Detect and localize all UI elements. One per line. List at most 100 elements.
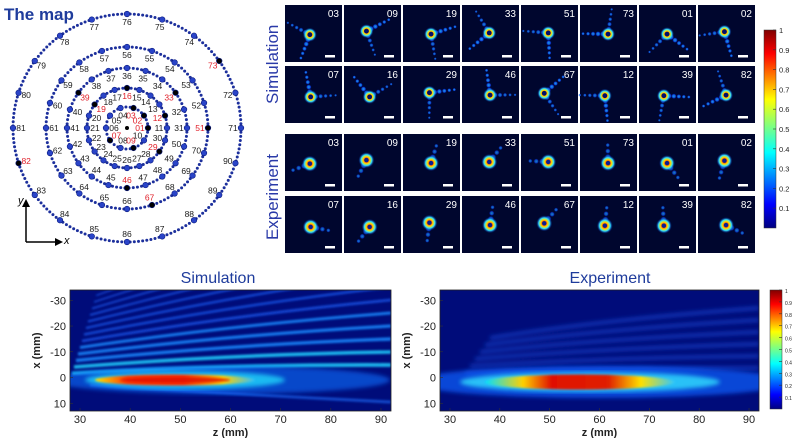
- map-mode-label: 55: [145, 54, 155, 64]
- x-tick-label: -20: [50, 321, 66, 333]
- map-mode-label: 86: [122, 229, 132, 239]
- map-mode-label: 67: [145, 192, 155, 202]
- map-mode-label: 64: [79, 182, 89, 192]
- map-mode-marker: [148, 201, 156, 209]
- sim-mode-tile: 19: [403, 5, 460, 62]
- map-mode-label: 77: [90, 22, 100, 32]
- map-mode-marker: [200, 149, 208, 157]
- map-mode-label: 59: [63, 80, 73, 90]
- map-mode-marker: [140, 112, 148, 119]
- exp-mode-tile: 82: [698, 196, 755, 253]
- map-mode-marker: [142, 67, 149, 75]
- map-mode-label: 14: [141, 97, 151, 107]
- map-mode-label: 90: [223, 156, 233, 166]
- map-title: The map: [4, 5, 74, 24]
- colorbar-tick-label: 0.1: [779, 204, 789, 213]
- x-tick-label: -30: [50, 295, 66, 307]
- sim-mode-tile: 03: [285, 5, 342, 62]
- x-axis-label: x (mm): [401, 332, 413, 368]
- map-mode-label: 80: [21, 90, 31, 100]
- tile-mode-label: 39: [682, 70, 694, 81]
- map-mode-label: 56: [122, 50, 132, 60]
- x-arrowhead-icon: [55, 238, 63, 246]
- map-mode-label: 24: [103, 149, 113, 159]
- map-mode-label: 88: [185, 209, 195, 219]
- map-mode-marker: [63, 124, 71, 132]
- map-mode-label: 61: [49, 123, 59, 133]
- z-axis-label: z (mm): [582, 427, 618, 438]
- scale-bar: [620, 55, 630, 58]
- map-mode-label: 75: [155, 22, 165, 32]
- map-mode-label: 02: [133, 115, 143, 125]
- map-mode-marker: [76, 59, 83, 66]
- tile-mode-label: 82: [741, 200, 753, 211]
- z-tick-label: 80: [325, 414, 337, 426]
- map-mode-marker: [88, 76, 95, 83]
- map-mode-label: 49: [164, 154, 174, 164]
- map-mode-marker: [189, 77, 196, 84]
- map-mode-marker: [147, 92, 154, 99]
- tile-mode-label: 33: [505, 138, 517, 149]
- y-arrowhead-icon: [22, 199, 30, 207]
- scale-bar: [679, 184, 689, 187]
- map-mode-marker: [142, 181, 149, 189]
- map-mode-label: 71: [228, 123, 238, 133]
- map-mode-marker: [123, 164, 131, 172]
- map-mode-label: 36: [122, 71, 132, 81]
- map-axes: y x: [17, 195, 70, 247]
- sim-mode-tile: 73: [580, 5, 637, 62]
- map-mode-label: 34: [153, 81, 163, 91]
- tile-mode-label: 09: [387, 138, 399, 149]
- x-tick-label: 0: [60, 373, 66, 385]
- scale-bar: [738, 246, 748, 249]
- map-mode-marker: [111, 86, 118, 94]
- map-mode-marker: [100, 92, 107, 99]
- sim-mode-tile: 46: [462, 66, 519, 123]
- tile-mode-label: 01: [682, 138, 694, 149]
- bottom-exp-title: Experiment: [570, 270, 651, 287]
- map-mode-marker: [75, 160, 82, 167]
- tile-mode-label: 29: [446, 200, 458, 211]
- map-mode-label: 54: [165, 64, 175, 74]
- colorbar-tick-label: 0.6: [785, 337, 792, 343]
- colorbar-tick-label: 1: [785, 289, 788, 295]
- map-mode-marker: [88, 16, 95, 23]
- scale-bar: [443, 55, 453, 58]
- tile-mode-label: 39: [682, 200, 694, 211]
- map-mode-marker: [200, 99, 208, 107]
- map-mode-marker: [58, 172, 65, 179]
- propagation-exp-plot: Experiment 30 40 50 60 70 80 90 -30 -20 -10 0 10 z (…: [401, 270, 760, 438]
- scale-bar: [384, 55, 394, 58]
- sim-mode-tile: 16: [344, 66, 401, 123]
- exp-mode-tile: 12: [580, 196, 637, 253]
- map-mode-marker: [180, 143, 188, 150]
- map-mode-label: 44: [92, 165, 102, 175]
- z-tick-label: 90: [743, 414, 755, 426]
- z-tick-label: 30: [74, 414, 86, 426]
- scale-bar: [502, 116, 512, 119]
- sim-mode-tile: 12: [578, 66, 637, 123]
- map-mode-label: 46: [122, 175, 132, 185]
- x-tick-label: -20: [420, 321, 436, 333]
- map-mode-label: 60: [53, 100, 63, 110]
- map-mode-label: 11: [155, 123, 164, 133]
- x-axis-label: x (mm): [31, 332, 43, 368]
- sim-mode-tile: 01: [639, 5, 696, 62]
- scale-bar: [443, 116, 453, 119]
- map-mode-label: 09: [126, 135, 136, 145]
- map-mode-marker: [144, 124, 152, 132]
- colorbar-tick-label: 0.2: [779, 184, 789, 193]
- scale-bar: [561, 246, 571, 249]
- map-mode-label: 65: [100, 192, 110, 202]
- map-mode-label: 57: [100, 54, 110, 64]
- map-mode-marker: [237, 124, 245, 132]
- map-mode-label: 37: [106, 74, 116, 84]
- exp-mode-tile: 73: [580, 134, 637, 191]
- map-mode-marker: [204, 124, 212, 132]
- x-tick-label: 10: [424, 398, 436, 410]
- map-mode-label: 72: [223, 90, 233, 100]
- map-mode-label: 13: [148, 104, 158, 114]
- map-mode-label: 87: [155, 224, 165, 234]
- map-mode-marker: [171, 59, 178, 66]
